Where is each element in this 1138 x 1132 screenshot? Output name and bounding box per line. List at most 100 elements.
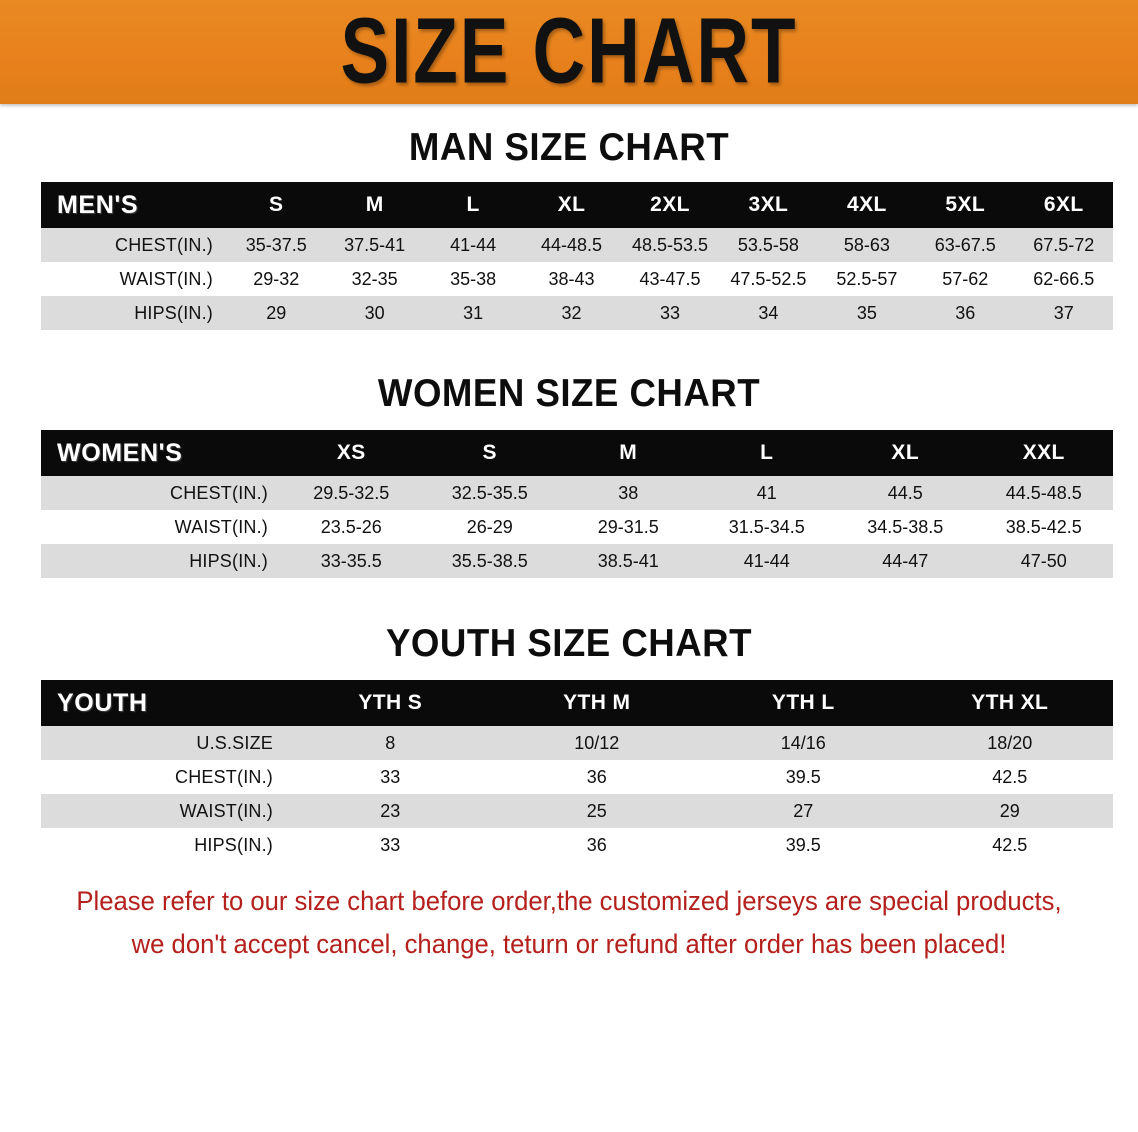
- women-section-title: WOMEN SIZE CHART: [377, 372, 761, 415]
- women-cell: 44.5: [836, 476, 975, 510]
- man-cell: 58-63: [817, 228, 917, 262]
- youth-cell: 8: [287, 726, 494, 760]
- women-column-header: L: [697, 430, 836, 476]
- youth-header-label: YOUTH: [41, 680, 287, 726]
- women-cell: 26-29: [420, 510, 559, 544]
- women-cell: 44.5-48.5: [974, 476, 1113, 510]
- man-cell: 37: [1014, 296, 1113, 330]
- youth-cell: 36: [493, 828, 700, 862]
- table-row: HIPS(IN.) 33 36 39.5 42.5: [41, 828, 1113, 862]
- man-table-head: MEN'S S M L XL 2XL 3XL 4XL 5XL 6XL: [41, 182, 1113, 228]
- man-size-table: MEN'S S M L XL 2XL 3XL 4XL 5XL 6XL CHEST(IN.) 35-3…: [41, 182, 1113, 330]
- man-row-label: CHEST(IN.): [41, 228, 227, 262]
- women-cell: 32.5-35.5: [420, 476, 559, 510]
- man-row-label: WAIST(IN.): [41, 262, 227, 296]
- table-row: HIPS(IN.) 29 30 31 32 33 34 35 36 37: [41, 296, 1113, 330]
- page-banner: SIZE CHART: [0, 0, 1138, 104]
- man-cell: 44-48.5: [522, 228, 621, 262]
- youth-cell: 39.5: [700, 828, 907, 862]
- youth-size-table: YOUTH YTH S YTH M YTH L YTH XL U.S.SIZE 8 10/1…: [41, 680, 1113, 862]
- youth-cell: 36: [493, 760, 700, 794]
- table-row: U.S.SIZE 8 10/12 14/16 18/20: [41, 726, 1113, 760]
- women-cell: 33-35.5: [282, 544, 421, 578]
- women-table-body: CHEST(IN.) 29.5-32.5 32.5-35.5 38 41 44.5 44.5…: [41, 476, 1113, 578]
- man-cell: 48.5-53.5: [620, 228, 720, 262]
- man-column-header: 2XL: [620, 182, 720, 228]
- man-column-header: 3XL: [719, 182, 818, 228]
- man-cell: 36: [916, 296, 1015, 330]
- youth-section-title: YOUTH SIZE CHART: [386, 622, 752, 665]
- footer-note: Please refer to our size chart before or…: [47, 880, 1092, 966]
- man-cell: 62-66.5: [1014, 262, 1113, 296]
- women-cell: 44-47: [836, 544, 975, 578]
- man-table-wrap: MEN'S S M L XL 2XL 3XL 4XL 5XL 6XL CHEST(IN.) 35-3…: [41, 182, 1113, 330]
- man-cell: 35: [817, 296, 917, 330]
- table-row: WAIST(IN.) 29-32 32-35 35-38 38-43 43-47.5 47.…: [41, 262, 1113, 296]
- youth-column-header: YTH L: [700, 680, 907, 726]
- table-row: CHEST(IN.) 33 36 39.5 42.5: [41, 760, 1113, 794]
- women-row-label: HIPS(IN.): [41, 544, 282, 578]
- man-cell: 53.5-58: [719, 228, 818, 262]
- youth-cell: 33: [287, 828, 494, 862]
- man-column-header: XL: [522, 182, 621, 228]
- youth-row-label: HIPS(IN.): [41, 828, 287, 862]
- man-row-label: HIPS(IN.): [41, 296, 227, 330]
- man-cell: 41-44: [423, 228, 523, 262]
- table-row: CHEST(IN.) 29.5-32.5 32.5-35.5 38 41 44.5 44.5…: [41, 476, 1113, 510]
- youth-cell: 29: [906, 794, 1113, 828]
- man-cell: 35-37.5: [227, 228, 326, 262]
- women-cell: 23.5-26: [282, 510, 421, 544]
- women-cell: 34.5-38.5: [836, 510, 975, 544]
- women-size-table: WOMEN'S XS S M L XL XXL CHEST(IN.) 29.5-32.5 32.…: [41, 430, 1113, 578]
- women-column-header: XS: [282, 430, 421, 476]
- man-column-header: L: [423, 182, 523, 228]
- man-cell: 67.5-72: [1014, 228, 1113, 262]
- man-cell: 37.5-41: [325, 228, 424, 262]
- youth-cell: 42.5: [906, 828, 1113, 862]
- man-header-label: MEN'S: [41, 182, 227, 228]
- man-section-title: MAN SIZE CHART: [408, 126, 730, 169]
- man-column-header: S: [227, 182, 326, 228]
- man-cell: 38-43: [522, 262, 621, 296]
- man-cell: 32: [522, 296, 621, 330]
- man-cell: 35-38: [423, 262, 523, 296]
- youth-cell: 39.5: [700, 760, 907, 794]
- man-cell: 32-35: [325, 262, 424, 296]
- women-column-header: M: [559, 430, 698, 476]
- man-cell: 29-32: [227, 262, 326, 296]
- youth-cell: 33: [287, 760, 494, 794]
- man-cell: 33: [620, 296, 720, 330]
- women-row-label: CHEST(IN.): [41, 476, 282, 510]
- women-cell: 38.5-41: [559, 544, 698, 578]
- women-row-label: WAIST(IN.): [41, 510, 282, 544]
- women-cell: 38.5-42.5: [974, 510, 1113, 544]
- women-column-header: XL: [836, 430, 975, 476]
- youth-cell: 14/16: [700, 726, 907, 760]
- youth-header-row: YOUTH YTH S YTH M YTH L YTH XL: [41, 680, 1113, 726]
- youth-table-body: U.S.SIZE 8 10/12 14/16 18/20 CHEST(IN.) 33 36 39…: [41, 726, 1113, 862]
- man-cell: 31: [423, 296, 523, 330]
- youth-column-header: YTH XL: [906, 680, 1113, 726]
- man-cell: 34: [719, 296, 818, 330]
- man-cell: 57-62: [916, 262, 1015, 296]
- women-table-head: WOMEN'S XS S M L XL XXL: [41, 430, 1113, 476]
- youth-row-label: U.S.SIZE: [41, 726, 287, 760]
- man-cell: 30: [325, 296, 424, 330]
- youth-cell: 25: [493, 794, 700, 828]
- women-cell: 41-44: [697, 544, 836, 578]
- youth-row-label: CHEST(IN.): [41, 760, 287, 794]
- man-table-body: CHEST(IN.) 35-37.5 37.5-41 41-44 44-48.5 48.5…: [41, 228, 1113, 330]
- footer-note-line-2: we don't accept cancel, change, teturn o…: [131, 929, 1007, 960]
- youth-column-header: YTH M: [493, 680, 700, 726]
- man-cell: 63-67.5: [916, 228, 1015, 262]
- man-column-header: M: [325, 182, 424, 228]
- man-column-header: 4XL: [817, 182, 917, 228]
- table-row: CHEST(IN.) 35-37.5 37.5-41 41-44 44-48.5 48.5…: [41, 228, 1113, 262]
- man-cell: 43-47.5: [620, 262, 720, 296]
- women-cell: 35.5-38.5: [420, 544, 559, 578]
- women-header-row: WOMEN'S XS S M L XL XXL: [41, 430, 1113, 476]
- women-cell: 47-50: [974, 544, 1113, 578]
- man-column-header: 5XL: [916, 182, 1015, 228]
- table-row: WAIST(IN.) 23 25 27 29: [41, 794, 1113, 828]
- women-cell: 29.5-32.5: [282, 476, 421, 510]
